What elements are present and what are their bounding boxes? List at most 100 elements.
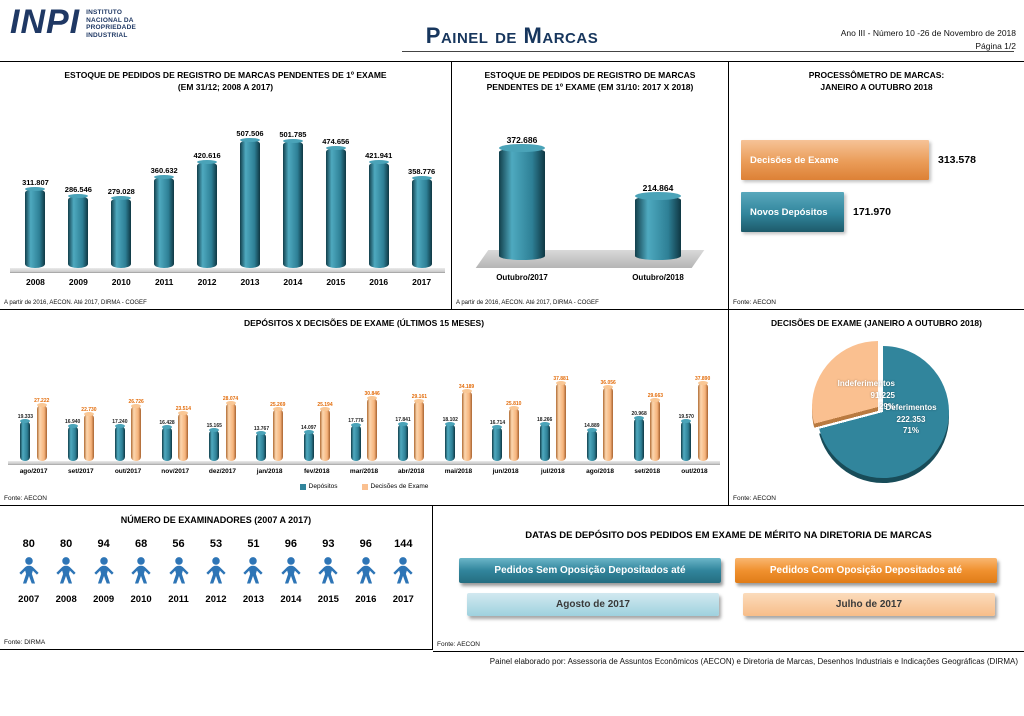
bar <box>162 425 173 461</box>
series-bar-decisoes: 22.730 <box>81 407 97 461</box>
pie-slice-indeferimentos <box>812 341 944 473</box>
bar <box>154 175 175 268</box>
bar-group: 286.546 <box>57 185 100 268</box>
datebox-header-sem-oposicao: Pedidos Sem Oposição Depositados até <box>459 558 721 583</box>
inpi-logo-text-line: INSTITUTO <box>86 9 123 16</box>
series-bar-depositos: 16.714 <box>490 420 505 461</box>
bar-value-label: 26.726 <box>128 399 144 405</box>
series-bar-depositos: 18.266 <box>537 417 552 461</box>
x-axis-label: 2012 <box>205 594 227 605</box>
bar <box>67 424 78 461</box>
bar <box>635 192 681 260</box>
panel-datas-deposito: DATAS DE DEPÓSITO DOS PEDIDOS EM EXAME D… <box>433 506 1024 652</box>
legend-label: Depósitos <box>308 483 338 490</box>
bar <box>681 419 692 461</box>
bar-value-label: 29.663 <box>647 393 664 399</box>
bar-group: 14.097 25.194 <box>293 402 340 461</box>
examiner-column: 144 2017 <box>385 538 422 605</box>
bar <box>319 407 330 461</box>
bar <box>499 144 545 260</box>
x-axis-label: jun/2018 <box>492 468 519 475</box>
bar <box>325 146 346 268</box>
examiner-column: 80 2008 <box>47 538 84 605</box>
bar-group: 474.656 <box>314 137 357 268</box>
horizontal-bar-novos-depositos: Novos Depósitos <box>741 192 844 232</box>
series-bar-decisoes: 25.194 <box>317 402 333 461</box>
person-icon <box>165 553 193 589</box>
bar-value-label: 16.940 <box>65 419 81 425</box>
bar-group: 19.333 27.222 <box>10 398 57 461</box>
bar-value-label: 20.968 <box>631 411 647 417</box>
pie-chart-decisoes: Indeferimentos 91.225 29% Deferimentos 2… <box>812 341 949 478</box>
chart-legend: Depósitos Decisões de Exame <box>0 483 728 490</box>
bar-value-label: 25.194 <box>317 402 333 408</box>
bar <box>367 396 378 461</box>
x-axis-label: 2010 <box>111 277 131 287</box>
bar-value-label: 17.240 <box>112 419 128 425</box>
chart-source: Fonte: AECON <box>4 495 47 502</box>
bar-value-label: 19.333 <box>17 414 34 420</box>
bar-group: 15.165 28.074 <box>199 396 246 461</box>
x-axis-label: 2008 <box>55 594 77 605</box>
bar-group: 421.941 <box>357 151 400 268</box>
x-axis-label: abr/2018 <box>398 468 425 475</box>
chart-title-line1: ESTOQUE DE PEDIDOS DE REGISTRO DE MARCAS <box>484 70 696 80</box>
bar <box>239 138 260 268</box>
title-underline <box>402 51 1014 52</box>
bar <box>398 422 409 461</box>
bar-group: 501.785 <box>271 130 314 268</box>
datebox-sem-oposicao: Pedidos Sem Oposição Depositados até Ago… <box>459 558 721 616</box>
examiner-column: 96 2014 <box>272 538 309 605</box>
series-bar-decisoes: 27.222 <box>34 398 49 461</box>
bar-value-label: 30.846 <box>364 391 380 397</box>
person-icon <box>202 553 230 589</box>
examiner-column: 94 2009 <box>85 538 122 605</box>
x-axis-label: 2011 <box>168 594 189 605</box>
x-axis-label: Outubro/2018 <box>632 273 684 282</box>
pie-label-indeferimentos: Indeferimentos 91.225 29% <box>791 378 895 413</box>
bar-group: 17.776 30.846 <box>340 391 387 461</box>
pie-slice-percent: 29% <box>878 402 895 412</box>
examinadores-pictogram: 80 2007 80 2008 94 2009 68 2010 56 2011 53 2012 51 20… <box>10 538 422 605</box>
x-axis-label: fev/2018 <box>303 468 330 475</box>
x-axis-label: nov/2017 <box>161 468 190 475</box>
chart-source: Fonte: AECON <box>733 495 776 502</box>
bar-value-label: 420.616 <box>193 151 221 160</box>
pie-slice-name: Deferimentos <box>885 403 937 412</box>
bar-value-label: 37.890 <box>694 376 711 382</box>
bar-value-label: 27.222 <box>34 398 50 404</box>
x-axis-label: 2008 <box>25 277 45 287</box>
bar-group: 16.428 23.514 <box>152 406 199 461</box>
series-bar-depositos: 14.889 <box>584 423 600 461</box>
bar-value-label: 36.056 <box>600 380 616 386</box>
chart-title-estoque-comparativo: ESTOQUE DE PEDIDOS DE REGISTRO DE MARCAS… <box>458 70 722 94</box>
legend-item: Depósitos <box>299 483 338 490</box>
estoque-anual-bar-plot: 311.807 286.546 279.028 360.632 420.616 507.5… <box>14 102 443 268</box>
x-axis-label: set/2018 <box>634 468 661 475</box>
bar <box>282 139 303 268</box>
person-icon <box>239 553 267 589</box>
x-axis-label: out/2018 <box>681 468 708 475</box>
examiner-count: 96 <box>359 538 372 550</box>
x-axis-label: ago/2017 <box>19 468 48 475</box>
person-icon <box>277 553 305 589</box>
series-bar-depositos: 13.767 <box>254 426 269 461</box>
bar <box>178 411 189 461</box>
horizontal-bar-decisoes-de-exame: Decisões de Exame <box>741 140 929 180</box>
bar <box>25 187 46 268</box>
examiner-count: 56 <box>172 538 185 550</box>
chart-title-line1: ESTOQUE DE PEDIDOS DE REGISTRO DE MARCAS… <box>64 70 387 80</box>
bar-group: 14.889 36.056 <box>576 380 623 461</box>
bar-group: 372.686 <box>482 135 562 260</box>
series-bar-depositos: 19.570 <box>679 414 694 461</box>
series-bar-depositos: 17.841 <box>395 417 411 461</box>
x-axis-label: 2016 <box>369 277 389 287</box>
bar-value-label: 18.266 <box>537 417 553 423</box>
inpi-logo-acronym: INPI <box>10 3 81 41</box>
panel-estoque-comparativo: ESTOQUE DE PEDIDOS DE REGISTRO DE MARCAS… <box>452 62 729 310</box>
bar <box>555 381 566 461</box>
bar-value-label: 360.632 <box>150 166 178 175</box>
pie-slice-value: 222.353 <box>896 414 926 424</box>
dates-panel-title: DATAS DE DEPÓSITO DOS PEDIDOS EM EXAME D… <box>525 530 932 541</box>
